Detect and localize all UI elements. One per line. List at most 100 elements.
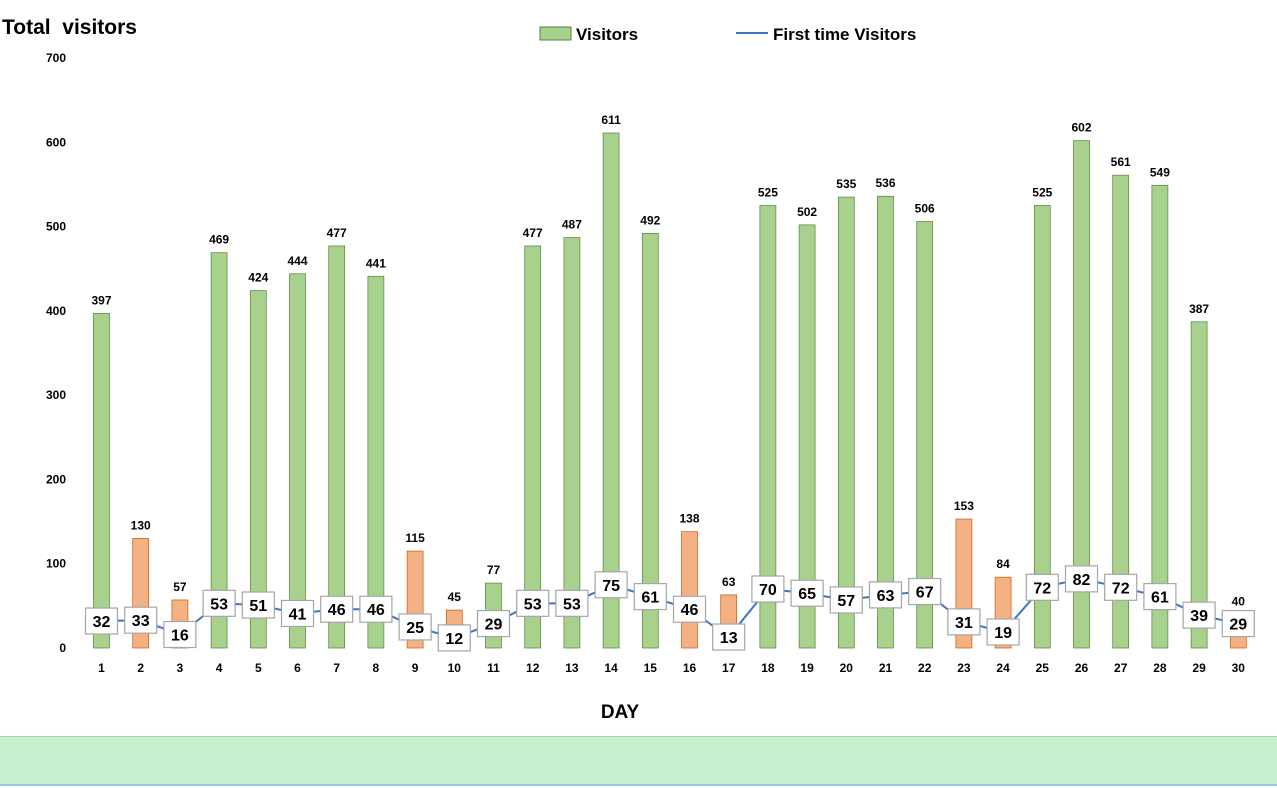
- x-tick-label: 23: [957, 661, 971, 675]
- line-point-label: 67: [908, 577, 942, 606]
- line-point-label: 46: [359, 595, 393, 623]
- svg-text:51: 51: [249, 598, 267, 615]
- bar-value-label: 525: [758, 186, 778, 200]
- x-tick-label: 10: [448, 661, 462, 675]
- bar-value-label: 492: [640, 213, 660, 227]
- line-point-label: 41: [280, 599, 315, 628]
- bar: [837, 196, 855, 649]
- bar: [877, 195, 894, 649]
- svg-text:13: 13: [720, 630, 738, 647]
- bar-value-label: 424: [248, 271, 268, 285]
- x-tick-label: 19: [800, 661, 814, 675]
- y-tick-label: 300: [46, 388, 66, 402]
- line-point-label: 53: [516, 589, 550, 617]
- svg-text:12: 12: [445, 631, 463, 648]
- line-point-label: 61: [633, 582, 667, 611]
- bar-value-label: 63: [722, 575, 736, 589]
- bar-value-label: 387: [1189, 302, 1209, 316]
- svg-text:70: 70: [759, 582, 777, 599]
- legend-first-time-label: First time Visitors: [773, 25, 916, 44]
- bar-value-label: 561: [1111, 155, 1131, 169]
- bar: [289, 273, 306, 649]
- bar-value-label: 397: [91, 293, 111, 307]
- bar-value-label: 602: [1071, 121, 1091, 135]
- x-tick-label: 27: [1114, 661, 1128, 675]
- x-tick-label: 7: [333, 661, 340, 675]
- svg-text:65: 65: [798, 586, 816, 603]
- x-axis-title: DAY: [601, 702, 640, 723]
- bar-value-label: 444: [287, 254, 307, 268]
- bar-value-label: 549: [1150, 165, 1170, 179]
- bar-value-label: 77: [487, 563, 501, 577]
- bar-value-label: 130: [131, 518, 151, 532]
- svg-text:57: 57: [837, 593, 855, 610]
- bar-value-label: 138: [679, 512, 699, 526]
- bar-value-label: 469: [209, 233, 229, 247]
- line-point-label: 31: [947, 608, 981, 636]
- line-point-label: 51: [241, 591, 275, 619]
- svg-text:41: 41: [289, 606, 307, 623]
- svg-text:29: 29: [485, 617, 503, 634]
- x-tick-label: 30: [1232, 661, 1246, 675]
- bar-value-label: 115: [405, 531, 425, 545]
- x-tick-label: 8: [373, 661, 380, 675]
- line-point-label: 53: [555, 589, 589, 617]
- svg-text:31: 31: [955, 615, 973, 632]
- x-tick-label: 13: [565, 661, 579, 675]
- x-tick-label: 21: [879, 661, 893, 675]
- bar-value-label: 441: [366, 256, 386, 270]
- bar: [681, 531, 698, 649]
- svg-text:61: 61: [1151, 590, 1169, 607]
- bar: [524, 245, 542, 649]
- bar-value-label: 535: [836, 177, 856, 191]
- bar: [798, 224, 816, 649]
- x-tick-label: 14: [604, 661, 618, 675]
- line-point-label: 70: [751, 575, 785, 603]
- x-tick-label: 16: [683, 661, 697, 675]
- y-tick-label: 600: [46, 135, 66, 149]
- line-point-label: 46: [672, 595, 707, 623]
- bar: [759, 205, 777, 649]
- y-tick-label: 500: [46, 220, 66, 234]
- line-point-label: 33: [124, 606, 158, 634]
- svg-text:29: 29: [1229, 617, 1247, 634]
- line-point-label: 57: [829, 586, 863, 614]
- x-tick-label: 9: [412, 661, 419, 675]
- bar-value-label: 611: [601, 113, 621, 127]
- svg-text:63: 63: [877, 588, 895, 605]
- line-point-label: 72: [1104, 573, 1138, 601]
- x-tick-label: 17: [722, 661, 736, 675]
- x-tick-label: 22: [918, 661, 932, 675]
- line-point-label: 39: [1182, 601, 1216, 629]
- bars: [93, 132, 1247, 649]
- x-tick-label: 25: [1036, 661, 1050, 675]
- x-tick-label: 1: [98, 661, 105, 675]
- bar: [93, 313, 110, 649]
- x-tick-label: 6: [294, 661, 301, 675]
- y-tick-label: 0: [59, 641, 66, 655]
- x-tick-label: 28: [1153, 661, 1167, 675]
- svg-text:32: 32: [93, 614, 111, 631]
- svg-text:61: 61: [641, 590, 659, 607]
- y-tick-label: 400: [46, 304, 66, 318]
- x-tick-label: 5: [255, 661, 262, 675]
- bar-value-label: 536: [875, 176, 895, 190]
- svg-text:75: 75: [602, 578, 620, 595]
- line-point-label: 63: [868, 581, 903, 609]
- bar: [1190, 321, 1208, 649]
- bar: [602, 132, 620, 649]
- x-axis: 1 2 3 4 5 6 7 8 9 10 11 12 13 14 15 16 17 18 19 20 21 22 23 24 2…: [98, 661, 1245, 675]
- bar: [1033, 205, 1051, 649]
- bar-value-label: 477: [327, 226, 347, 240]
- x-tick-label: 2: [137, 661, 144, 675]
- bar: [563, 237, 581, 649]
- line-point-label: 65: [790, 579, 824, 607]
- bar: [210, 252, 228, 649]
- bar-value-label: 57: [173, 580, 187, 594]
- line-point-label: 19: [986, 618, 1020, 646]
- y-tick-label: 200: [46, 472, 66, 486]
- x-tick-label: 20: [840, 661, 854, 675]
- line-point-label: 29: [476, 609, 511, 638]
- bar-value-label: 40: [1232, 594, 1246, 608]
- line-point-label: 75: [594, 571, 628, 599]
